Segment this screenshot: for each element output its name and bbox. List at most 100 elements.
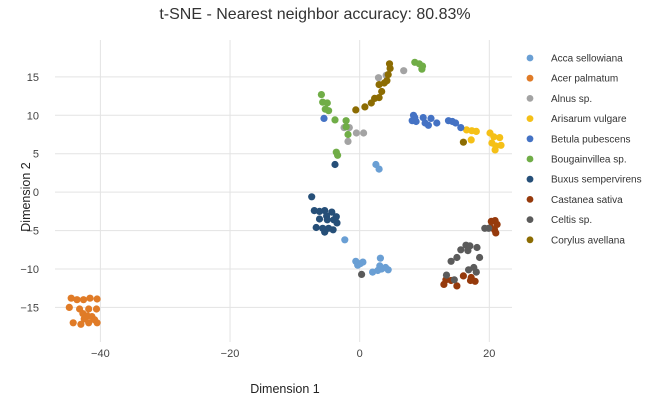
legend-label: Buxus sempervirens [551, 175, 642, 186]
data-point [372, 160, 380, 169]
data-point [344, 130, 352, 139]
data-point [459, 272, 467, 280]
data-point [321, 228, 329, 236]
data-point [376, 262, 384, 270]
data-point [424, 121, 432, 129]
data-point [317, 91, 325, 99]
legend-label: Betula pubescens [551, 134, 631, 145]
data-point [328, 208, 336, 216]
legend-marker [526, 135, 534, 143]
data-point [374, 74, 383, 82]
data-point [321, 207, 329, 215]
y-tick-label: −15 [20, 302, 39, 314]
data-point [442, 271, 451, 279]
data-point [361, 103, 369, 111]
data-point [496, 134, 504, 142]
data-point [378, 87, 386, 96]
data-point [385, 60, 394, 68]
legend-label: Acer palmatum [551, 74, 618, 85]
x-tick-label: 20 [483, 348, 495, 360]
data-point [369, 268, 377, 276]
data-point [325, 107, 333, 115]
data-point [312, 223, 320, 232]
legend-label: Celtis sp. [551, 215, 592, 226]
data-point [79, 296, 88, 304]
data-point [412, 117, 420, 126]
data-point [472, 268, 480, 276]
data-point [360, 129, 368, 137]
legend-label: Corylus avellana [551, 235, 625, 246]
data-point [467, 136, 475, 144]
legend-label: Castanea sativa [551, 195, 623, 206]
data-point [490, 133, 498, 141]
data-point [69, 319, 77, 327]
legend-marker [526, 54, 534, 62]
data-point [459, 138, 467, 146]
legend-label: Acca sellowiana [551, 54, 623, 65]
data-point [472, 127, 480, 135]
y-axis-title: Dimension 2 [19, 162, 33, 232]
data-point [67, 294, 75, 302]
y-tick-label: −10 [20, 264, 39, 276]
gridlines [55, 40, 512, 342]
data-point [419, 114, 427, 122]
data-point [323, 216, 331, 224]
data-point [476, 253, 484, 262]
data-point [92, 305, 101, 313]
x-tick-label: −40 [91, 348, 110, 360]
data-point [492, 229, 500, 237]
legend-marker [526, 95, 534, 102]
data-point [358, 270, 366, 278]
x-tick-label: −20 [221, 348, 240, 360]
data-point [384, 71, 392, 79]
data-point [331, 160, 339, 169]
data-point [323, 99, 331, 107]
data-point [493, 220, 501, 228]
data-point [440, 280, 448, 288]
data-point [433, 119, 441, 127]
data-point [453, 253, 461, 262]
legend-label: Bougainvillea sp. [551, 155, 627, 166]
y-tick-label: −5 [26, 226, 39, 238]
data-point [457, 124, 465, 132]
data-point [453, 282, 461, 290]
data-point [93, 319, 101, 327]
data-point [308, 193, 316, 201]
legend: Acca sellowiana Acer palmatum Alnus sp. Ari… [526, 54, 642, 246]
data-point [352, 106, 360, 114]
y-tick-label: 5 [33, 149, 39, 161]
data-point [457, 246, 465, 254]
data-point [383, 77, 391, 85]
legend-marker [526, 155, 534, 163]
data-point [93, 295, 101, 303]
y-tick-label: 15 [27, 72, 39, 84]
data-point [497, 141, 505, 149]
legend-label: Arisarum vulgare [551, 114, 627, 125]
data-point [452, 119, 460, 127]
data-point [333, 219, 341, 227]
legend-marker [526, 216, 534, 224]
data-point [342, 123, 350, 131]
data-point [447, 257, 455, 265]
x-tick-label: 0 [357, 348, 363, 360]
data-point [65, 303, 73, 311]
data-point [331, 116, 339, 124]
y-tick-label: 10 [27, 110, 39, 122]
data-point [344, 137, 352, 145]
data-point [471, 277, 479, 285]
data-point [376, 254, 384, 262]
data-point [354, 261, 362, 269]
axis-ticks: −40 −20 0 20 −15 −10 −5 0 5 10 15 [20, 72, 495, 360]
data-point [334, 151, 342, 159]
data-point [320, 114, 328, 122]
y-tick-label: 0 [33, 187, 39, 199]
x-axis-title: Dimension 1 [250, 382, 320, 396]
legend-marker [526, 74, 534, 82]
data-points [65, 58, 505, 328]
data-point [491, 146, 499, 154]
data-point [86, 294, 94, 302]
data-point [73, 296, 81, 304]
data-point [352, 129, 360, 137]
